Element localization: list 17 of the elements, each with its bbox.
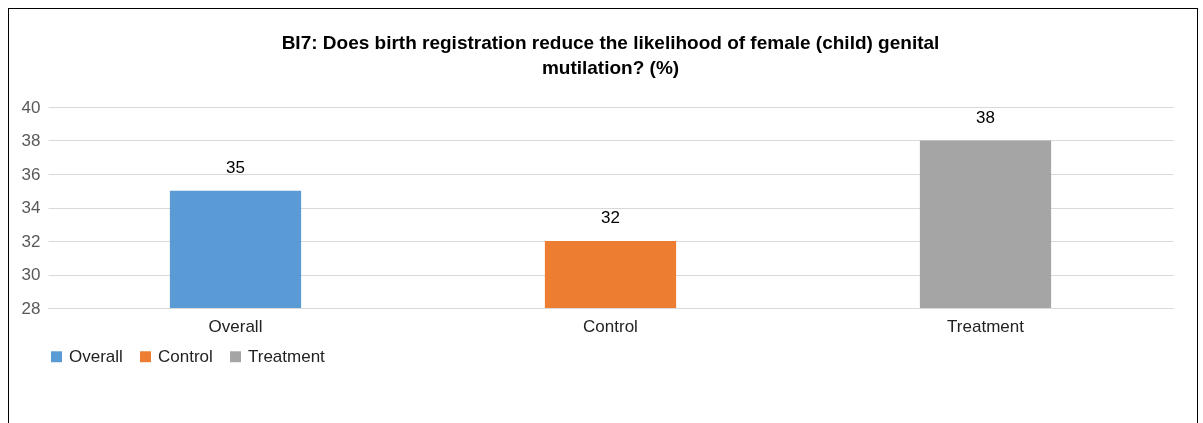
x-tick-label: Control [583,316,638,336]
data-label: 35 [226,157,245,177]
y-tick-label: 28 [21,298,41,318]
y-tick-label: 30 [21,265,41,284]
chart-title: BI7: Does birth registration reduce the likelihood of female (child) genital mutilation? (%) [281,32,940,78]
x-tick-label: Treatment [947,316,1025,336]
y-tick-label: 32 [21,231,41,251]
data-label: 38 [976,107,995,127]
x-tick-label: Overall [208,316,263,336]
legend-label: Treatment [248,346,326,366]
y-tick-label: 36 [21,164,41,184]
legend-label: Overall [69,346,123,366]
y-tick-label: 40 [21,97,41,117]
data-label: 32 [601,208,620,227]
legend-label: Control [158,346,213,366]
y-tick-label: 34 [21,198,41,217]
y-tick-label: 38 [21,131,41,150]
